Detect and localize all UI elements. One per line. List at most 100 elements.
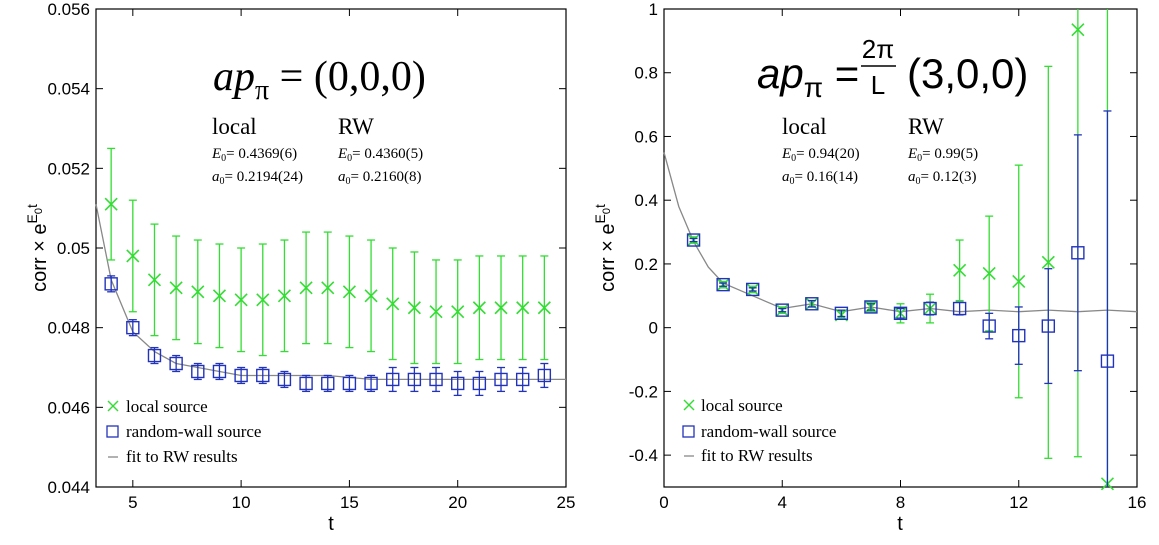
local-source-point <box>256 293 270 307</box>
local-e0-left: E0= 0.4369(6) <box>211 146 297 164</box>
random-wall-source-point <box>982 319 996 333</box>
legend-label-local-left: local source <box>126 397 208 416</box>
random-wall-source-point <box>472 376 487 391</box>
x-tick-label: 25 <box>557 493 576 512</box>
y-axis-label-right: corr × eE0t <box>592 204 619 292</box>
random-wall-source-point <box>834 306 849 321</box>
y-tick-label: 0.046 <box>47 398 90 417</box>
y-tick-label: 1 <box>649 0 658 19</box>
local-source-point <box>364 289 378 303</box>
local-source-point <box>494 301 508 315</box>
random-wall-source-point <box>1012 328 1026 343</box>
random-wall-source-point <box>923 301 937 316</box>
local-source-point <box>451 305 465 319</box>
local-source-point <box>191 285 205 299</box>
x-tick-label: 15 <box>340 493 359 512</box>
random-wall-source-point <box>212 364 227 379</box>
fit-curve-line <box>663 152 1138 313</box>
rw-a0-right: a0= 0.12(3) <box>908 169 976 187</box>
x-axis-label-right: t <box>897 513 903 535</box>
legend-label-fit-left: fit to RW results <box>126 447 238 466</box>
random-wall-source-point <box>952 301 967 316</box>
random-wall-source-point <box>407 372 422 387</box>
x-tick-label: 8 <box>896 493 905 512</box>
random-wall-source-point <box>1041 319 1056 333</box>
y-tick-label: 0.2 <box>634 255 658 274</box>
y-tick-label: 0.8 <box>634 64 658 83</box>
y-tick-label: 0.052 <box>47 159 90 178</box>
legend-marker-rw-right <box>682 425 695 438</box>
y-tick-label: 0 <box>649 319 658 338</box>
local-source-point <box>953 263 967 277</box>
legend-label-rw-left: random-wall source <box>126 422 261 441</box>
random-wall-source-point <box>191 364 205 379</box>
random-wall-source-point <box>451 376 465 391</box>
x-tick-label: 10 <box>232 493 251 512</box>
y-tick-label: 0.054 <box>47 80 90 99</box>
plot-frame-right <box>663 8 1138 488</box>
y-tick-label: 0.05 <box>57 239 90 258</box>
series-left <box>104 147 552 397</box>
local-source-point <box>147 273 162 287</box>
local-source-point <box>1071 23 1085 37</box>
svg-text:(3,0,0): (3,0,0) <box>907 50 1028 97</box>
x-tick-label: 20 <box>448 493 467 512</box>
random-wall-source-point <box>716 277 730 292</box>
y-tick-label: 0.4 <box>634 191 658 210</box>
x-tick-label: 0 <box>659 493 668 512</box>
random-wall-source-point <box>104 277 118 291</box>
local-source-point <box>277 289 291 303</box>
legend-right: local source random-wall source fit to R… <box>682 396 836 465</box>
random-wall-source-point <box>234 368 248 383</box>
legend-label-rw-right: random-wall source <box>701 422 836 441</box>
local-source-point <box>234 293 248 307</box>
x-tick-label: 16 <box>1128 493 1147 512</box>
legend-label-local-right: local source <box>701 396 783 415</box>
local-source-point <box>386 297 400 311</box>
local-source-point <box>537 301 551 315</box>
svg-text:2π: 2π <box>862 34 894 64</box>
random-wall-source-point <box>864 300 878 314</box>
local-source-point <box>516 301 530 315</box>
local-source-point <box>429 305 443 319</box>
random-wall-source-point <box>893 306 908 321</box>
random-wall-source-point <box>126 320 140 335</box>
legend-marker-local-left <box>107 400 119 412</box>
local-e0-right: E0= 0.94(20) <box>781 146 860 164</box>
x-axis-label-left: t <box>328 513 334 535</box>
local-source-point <box>212 289 227 303</box>
x-tick-label: 4 <box>778 493 787 512</box>
random-wall-source-point <box>364 376 378 391</box>
random-wall-source-point <box>386 372 400 387</box>
rw-fit-heading-left: RW <box>338 114 374 139</box>
chart-title-left: apπ = (0,0,0) <box>213 54 426 106</box>
rw-fit-heading-right: RW <box>908 114 944 139</box>
legend-label-fit-right: fit to RW results <box>701 446 813 465</box>
local-source-point <box>1012 274 1026 289</box>
local-source-point <box>407 301 421 315</box>
random-wall-source-point <box>515 372 530 387</box>
legend-marker-local-right <box>683 399 695 411</box>
chart-left: 5 10 15 20 25 0.044 0.046 0.048 0.05 0.052 0.054 0.… <box>24 0 575 535</box>
svg-text:apπ =: apπ = <box>757 50 859 103</box>
random-wall-source-point <box>256 368 270 383</box>
local-source-point <box>982 266 996 281</box>
y-tick-label: -0.2 <box>629 382 658 401</box>
local-source-point <box>299 281 313 295</box>
local-source-point <box>1041 255 1055 269</box>
x-tick-label: 5 <box>128 493 137 512</box>
random-wall-source-point <box>745 282 760 297</box>
random-wall-source-point <box>686 233 701 247</box>
local-source-point <box>169 281 183 295</box>
random-wall-source-point <box>1071 246 1085 260</box>
chart-right: 0 4 8 12 16 -0.4 -0.2 0 0.2 0.4 0.6 0.8 1 t corr × e… <box>592 0 1146 535</box>
chart-title-right: apπ = 2π L (3,0,0) <box>757 34 1028 103</box>
random-wall-source-point <box>277 372 292 387</box>
local-source-point <box>104 197 118 211</box>
random-wall-source-point <box>147 348 162 363</box>
ticks-left: 5 10 15 20 25 0.044 0.046 0.048 0.05 0.052 0.054 0.… <box>47 0 575 512</box>
random-wall-source-point <box>805 297 819 311</box>
random-wall-source-point <box>342 376 357 391</box>
series-right <box>686 9 1115 491</box>
